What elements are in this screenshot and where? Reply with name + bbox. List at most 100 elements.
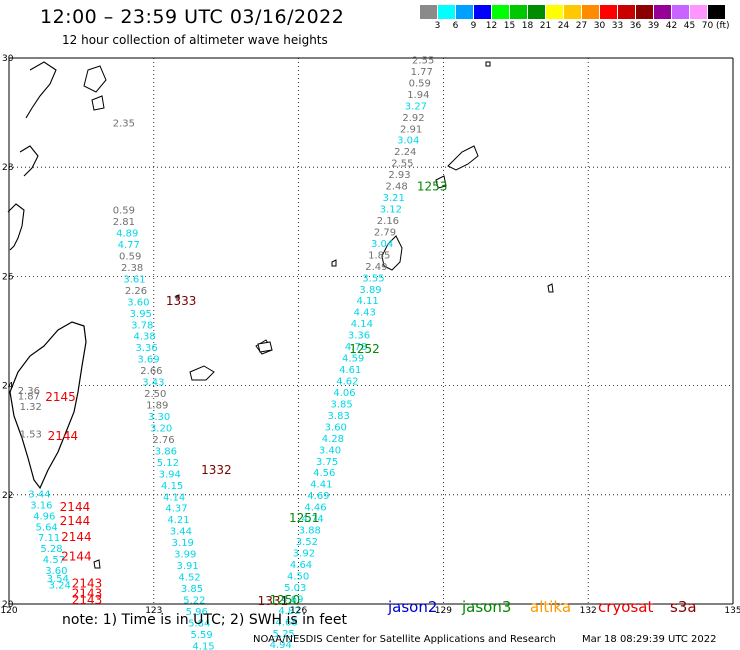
wave-height-value: 1.32 (20, 402, 42, 413)
wave-height-value: 2.50 (144, 389, 166, 400)
wave-height-value: 4.82 (278, 606, 300, 617)
wave-height-value: 5.84 (188, 618, 210, 629)
wave-height-value: 4.69 (281, 594, 303, 605)
wave-height-value: 4.37 (165, 504, 187, 515)
zhoushan-islands (83, 65, 107, 111)
scale-swatch (474, 5, 491, 19)
wave-height-value: 5.59 (190, 630, 212, 641)
lon-tick-label: 132 (580, 606, 597, 616)
wave-height-value: 2.16 (377, 216, 399, 227)
lon-tick-label: 126 (290, 606, 307, 616)
wave-height-value: 3.36 (348, 331, 370, 342)
wave-height-value: 3.85 (181, 584, 203, 595)
wave-height-value: 4.56 (313, 468, 335, 479)
wave-height-value: 0.59 (409, 78, 431, 89)
wave-height-value: 5.03 (284, 583, 306, 594)
scale-swatch (618, 5, 635, 19)
wave-height-value: 2.36 (18, 386, 40, 397)
scale-swatch (546, 5, 563, 19)
wave-height-value: 2.48 (385, 182, 407, 193)
wave-height-value: 3.69 (137, 355, 159, 366)
pass-id-label: 1252 (349, 342, 380, 356)
scale-swatch (654, 5, 671, 19)
wave-height-value: 3.20 (150, 423, 172, 434)
pass-id-label: 2143 (72, 593, 103, 607)
scale-swatch (582, 5, 599, 19)
satellite-name: jason3 (462, 598, 512, 616)
wave-height-value: 3.75 (316, 457, 338, 468)
wave-height-value: 3.40 (319, 445, 341, 456)
pass-id-label: 1253 (417, 180, 448, 194)
scale-label: 18 (521, 21, 534, 31)
scale-label: 15 (503, 21, 516, 31)
wave-height-value: 3.44 (28, 490, 50, 501)
wave-height-value: 4.52 (178, 573, 200, 584)
wave-height-value: 3.44 (170, 527, 192, 538)
scale-swatch (690, 5, 707, 19)
lat-tick-label: 28 (2, 163, 14, 173)
wave-height-value: 4.11 (357, 296, 379, 307)
wave-height-value: 3.95 (130, 309, 152, 320)
scale-swatch (510, 5, 527, 19)
wave-height-value: 5.25 (273, 629, 295, 640)
wave-height-value: 4.62 (336, 377, 358, 388)
wave-height-value: 2.38 (121, 263, 143, 274)
wave-height-value: 5.22 (183, 595, 205, 606)
wave-height-value: 3.16 (30, 500, 52, 511)
scale-swatch (564, 5, 581, 19)
pass-id-label: 1332 (201, 463, 232, 477)
scale-unit: (ft) (716, 21, 730, 31)
scale-swatch (528, 5, 545, 19)
wave-height-value: 3.27 (405, 101, 427, 112)
wave-height-value: 4.41 (310, 480, 332, 491)
wave-height-value: 4.14 (163, 492, 185, 503)
wave-height-value: 3.36 (135, 343, 157, 354)
scale-label: 6 (452, 21, 459, 31)
scale-swatch (708, 5, 725, 19)
lon-tick-label: 123 (145, 606, 162, 616)
map-title: 12:00 – 23:59 UTC 03/16/2022 (40, 6, 345, 28)
wave-height-value: 3.55 (362, 273, 384, 284)
wave-height-value: 2.49 (365, 262, 387, 273)
satellite-name: s3a (670, 598, 697, 616)
wave-height-value: 3.60 (127, 297, 149, 308)
small-islands (93, 61, 554, 569)
wave-height-value: 2.55 (412, 55, 434, 66)
wave-height-value: 5.28 (40, 544, 62, 555)
scale-label: 3 (434, 21, 441, 31)
wave-height-value: 4.50 (287, 571, 309, 582)
pass-id-label: 2143 (72, 577, 103, 591)
wave-height-value: 2.26 (125, 286, 147, 297)
wave-height-value: 4.15 (192, 641, 214, 650)
wave-height-value: 0.59 (113, 206, 135, 217)
wave-height-value: 3.24 (49, 581, 71, 592)
wave-height-value: 5.64 (36, 522, 58, 533)
scale-label: 45 (683, 21, 696, 31)
wave-height-value: 4.46 (304, 503, 326, 514)
scale-swatch (636, 5, 653, 19)
wave-height-value: 4.06 (333, 388, 355, 399)
wave-height-value: 5.12 (157, 458, 179, 469)
miyako-island (257, 341, 273, 353)
pass-id-labels: 1333214521441332125312521251214421442144… (45, 180, 447, 608)
wave-height-value: 2.91 (400, 124, 422, 135)
wave-height-value: 2.24 (394, 147, 416, 158)
wave-height-value: 3.30 (148, 412, 170, 423)
wave-height-value: 4.68 (275, 617, 297, 628)
pass-id-label: 1251 (289, 511, 320, 525)
wave-height-value: 4.43 (354, 308, 376, 319)
wave-height-value: 5.96 (186, 607, 208, 618)
wave-height-value: 4.77 (118, 240, 140, 251)
scale-swatch (438, 5, 455, 19)
wave-height-value: 4.96 (33, 511, 55, 522)
wave-height-value: 2.93 (388, 170, 410, 181)
wave-height-value: 4.28 (322, 434, 344, 445)
amami-island (447, 145, 479, 171)
wave-height-value: 2.81 (113, 217, 135, 228)
wave-height-value: 3.99 (174, 550, 196, 561)
scale-label: 30 (593, 21, 606, 31)
wave-height-value: 4.61 (339, 365, 361, 376)
lat-tick-label: 26 (2, 272, 14, 282)
scale-swatch (420, 5, 437, 19)
